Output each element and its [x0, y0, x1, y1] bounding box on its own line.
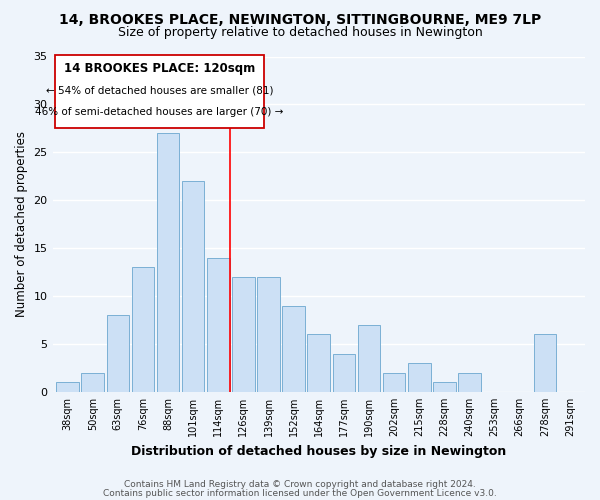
- Text: 46% of semi-detached houses are larger (70) →: 46% of semi-detached houses are larger (…: [35, 107, 283, 117]
- Bar: [433, 382, 455, 392]
- Text: Size of property relative to detached houses in Newington: Size of property relative to detached ho…: [118, 26, 482, 39]
- Bar: [533, 334, 556, 392]
- Y-axis label: Number of detached properties: Number of detached properties: [15, 131, 28, 317]
- Bar: [408, 363, 431, 392]
- Bar: [458, 373, 481, 392]
- FancyBboxPatch shape: [55, 54, 263, 128]
- Bar: [82, 373, 104, 392]
- Text: ← 54% of detached houses are smaller (81): ← 54% of detached houses are smaller (81…: [46, 85, 273, 95]
- Bar: [56, 382, 79, 392]
- X-axis label: Distribution of detached houses by size in Newington: Distribution of detached houses by size …: [131, 444, 506, 458]
- Text: 14, BROOKES PLACE, NEWINGTON, SITTINGBOURNE, ME9 7LP: 14, BROOKES PLACE, NEWINGTON, SITTINGBOU…: [59, 12, 541, 26]
- Bar: [107, 316, 129, 392]
- Bar: [383, 373, 406, 392]
- Bar: [131, 268, 154, 392]
- Bar: [182, 181, 205, 392]
- Text: 14 BROOKES PLACE: 120sqm: 14 BROOKES PLACE: 120sqm: [64, 62, 255, 74]
- Bar: [207, 258, 230, 392]
- Bar: [332, 354, 355, 392]
- Bar: [358, 325, 380, 392]
- Bar: [257, 277, 280, 392]
- Bar: [232, 277, 255, 392]
- Text: Contains HM Land Registry data © Crown copyright and database right 2024.: Contains HM Land Registry data © Crown c…: [124, 480, 476, 489]
- Bar: [283, 306, 305, 392]
- Bar: [157, 133, 179, 392]
- Bar: [307, 334, 330, 392]
- Text: Contains public sector information licensed under the Open Government Licence v3: Contains public sector information licen…: [103, 488, 497, 498]
